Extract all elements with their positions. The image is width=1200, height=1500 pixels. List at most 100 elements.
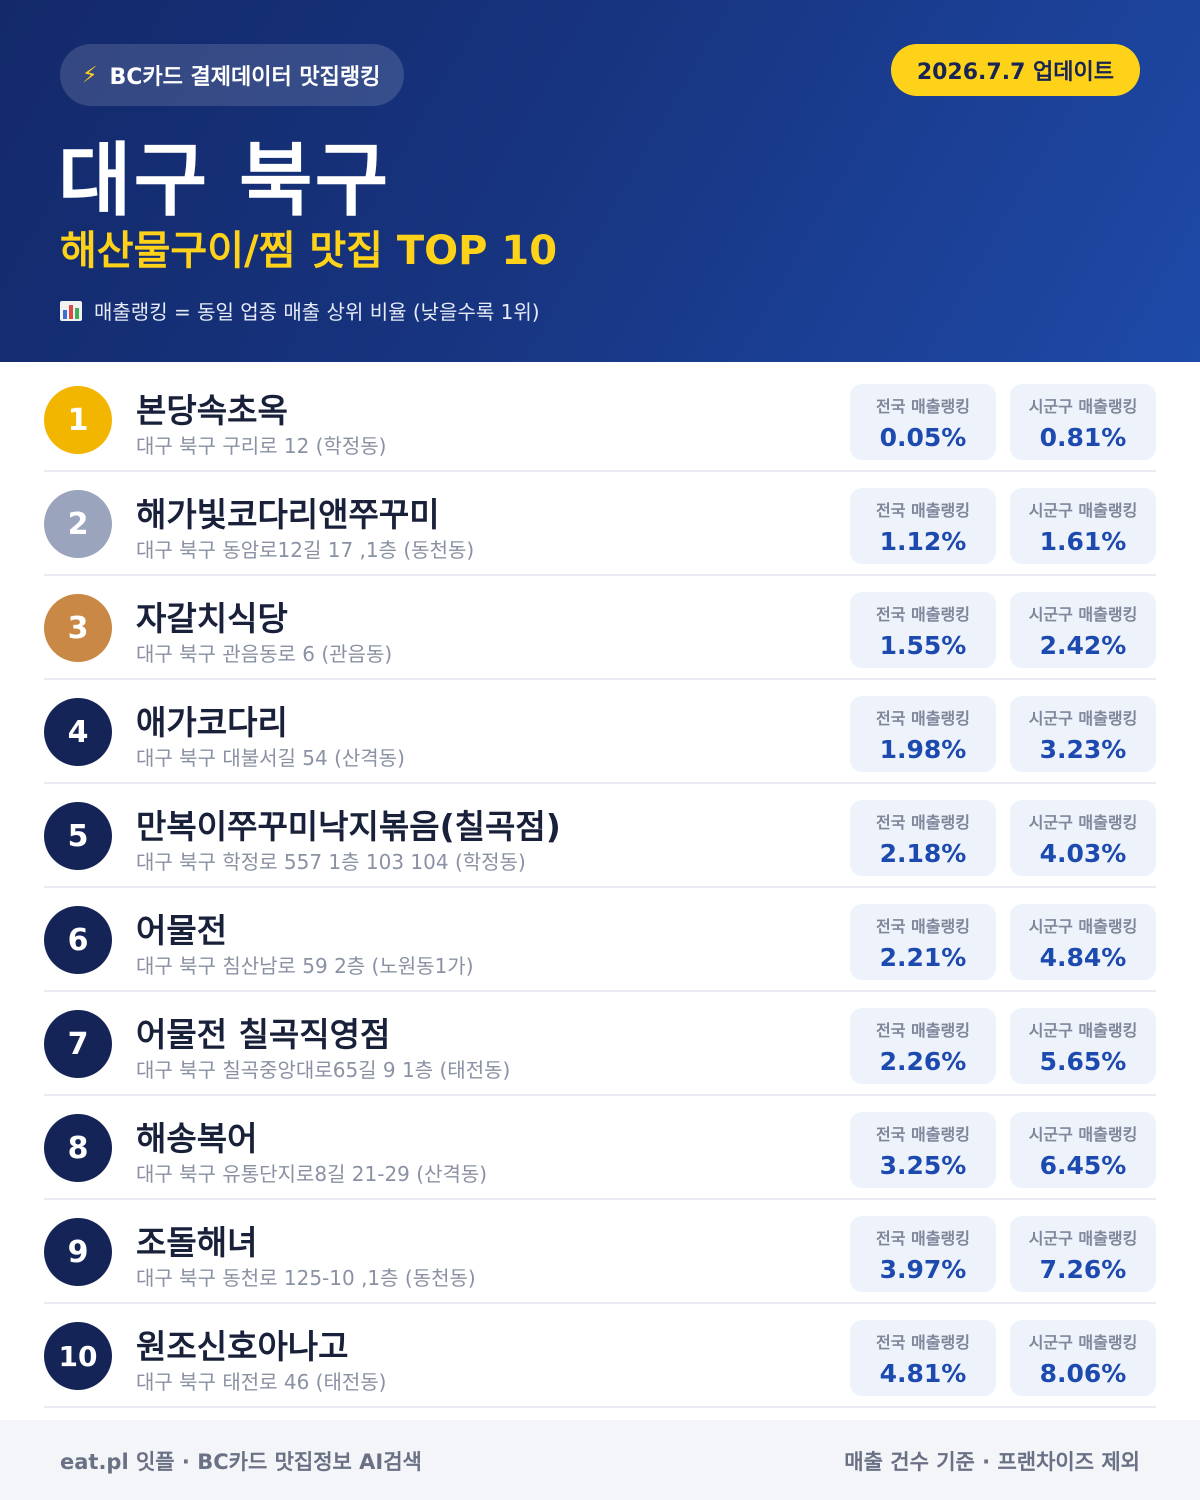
restaurant-name: 애가코다리 [136,703,288,742]
national-ranking-value: 0.05% [879,423,967,452]
restaurant-address: 대구 북구 대불서길 54 (산격동) [136,746,405,770]
national-ranking-card: 전국 매출랭킹 1.12% [850,488,996,564]
restaurant-ranking-list: 1 본당속초옥 대구 북구 구리로 12 (학정동) 전국 매출랭킹 0.05% 시군구 … [44,368,1156,1408]
national-ranking-card: 전국 매출랭킹 4.81% [850,1320,996,1396]
restaurant-address: 대구 북구 칠곡중앙대로65길 9 1층 (태전동) [136,1058,511,1082]
restaurant-row[interactable]: 3 자갈치식당 대구 북구 관음동로 6 (관음동) 전국 매출랭킹 1.55% 시군구 … [44,576,1156,680]
restaurant-address: 대구 북구 침산남로 59 2층 (노원동1가) [136,954,474,978]
national-ranking-label: 전국 매출랭킹 [876,917,970,936]
restaurant-row[interactable]: 5 만복이쭈꾸미낙지볶음(칠곡점) 대구 북구 학정로 557 1층 103 104… [44,784,1156,888]
national-ranking-value: 4.81% [879,1359,967,1388]
footer-criteria: 매출 건수 기준 · 프랜차이즈 제외 [844,1450,1140,1474]
footer: eat.pl 잇플 · BC카드 맛집정보 AI검색 매출 건수 기준 · 프랜… [0,1420,1200,1500]
local-ranking-value: 4.84% [1039,943,1127,972]
local-ranking-value: 8.06% [1039,1359,1127,1388]
local-ranking-card: 시군구 매출랭킹 3.23% [1010,696,1156,772]
rank-badge: 3 [44,594,112,662]
national-ranking-card: 전국 매출랭킹 3.25% [850,1112,996,1188]
national-ranking-value: 2.21% [879,943,967,972]
local-ranking-card: 시군구 매출랭킹 0.81% [1010,384,1156,460]
national-ranking-card: 전국 매출랭킹 2.18% [850,800,996,876]
lightning-bolt-icon: ⚡ [82,62,98,88]
national-ranking-card: 전국 매출랭킹 1.98% [850,696,996,772]
local-ranking-label: 시군구 매출랭킹 [1028,1333,1138,1352]
national-ranking-value: 2.26% [879,1047,967,1076]
national-ranking-label: 전국 매출랭킹 [876,1021,970,1040]
restaurant-name: 해가빛코다리앤쭈꾸미 [136,495,440,534]
national-ranking-card: 전국 매출랭킹 1.55% [850,592,996,668]
national-ranking-value: 1.98% [879,735,967,764]
restaurant-address: 대구 북구 학정로 557 1층 103 104 (학정동) [136,850,526,874]
region-title: 대구 북구 [58,134,391,227]
local-ranking-value: 4.03% [1039,839,1127,868]
local-ranking-value: 7.26% [1039,1255,1127,1284]
category-title: 해산물구이/찜 맛집 TOP 10 [60,228,558,274]
national-ranking-card: 전국 매출랭킹 3.97% [850,1216,996,1292]
local-ranking-value: 0.81% [1039,423,1127,452]
footer-source: eat.pl 잇플 · BC카드 맛집정보 AI검색 [60,1450,422,1474]
rank-badge: 9 [44,1218,112,1286]
local-ranking-card: 시군구 매출랭킹 4.03% [1010,800,1156,876]
rank-badge: 5 [44,802,112,870]
national-ranking-value: 1.55% [879,631,967,660]
local-ranking-card: 시군구 매출랭킹 1.61% [1010,488,1156,564]
rank-badge: 10 [44,1322,112,1390]
local-ranking-label: 시군구 매출랭킹 [1028,1229,1138,1248]
rank-badge: 2 [44,490,112,558]
header-banner: ⚡ BC카드 결제데이터 맛집랭킹 2026.7.7 업데이트 대구 북구 해산… [0,0,1200,362]
restaurant-row[interactable]: 8 해송복어 대구 북구 유통단지로8길 21-29 (산격동) 전국 매출랭킹 3.2… [44,1096,1156,1200]
local-ranking-value: 5.65% [1039,1047,1127,1076]
national-ranking-label: 전국 매출랭킹 [876,501,970,520]
ranking-legend: 매출랭킹 = 동일 업종 매출 상위 비율 (낮을수록 1위) [60,296,540,325]
restaurant-address: 대구 북구 관음동로 6 (관음동) [136,642,393,666]
national-ranking-label: 전국 매출랭킹 [876,1229,970,1248]
local-ranking-card: 시군구 매출랭킹 5.65% [1010,1008,1156,1084]
restaurant-name: 원조신호아나고 [136,1327,349,1366]
national-ranking-label: 전국 매출랭킹 [876,1125,970,1144]
local-ranking-value: 3.23% [1039,735,1127,764]
national-ranking-card: 전국 매출랭킹 0.05% [850,384,996,460]
restaurant-name: 만복이쭈꾸미낙지볶음(칠곡점) [136,807,561,846]
national-ranking-label: 전국 매출랭킹 [876,709,970,728]
local-ranking-label: 시군구 매출랭킹 [1028,501,1138,520]
rank-badge: 6 [44,906,112,974]
restaurant-row[interactable]: 1 본당속초옥 대구 북구 구리로 12 (학정동) 전국 매출랭킹 0.05% 시군구 … [44,368,1156,472]
restaurant-name: 어물전 칠곡직영점 [136,1015,391,1054]
national-ranking-value: 3.97% [879,1255,967,1284]
national-ranking-value: 2.18% [879,839,967,868]
restaurant-name: 자갈치식당 [136,599,288,638]
local-ranking-label: 시군구 매출랭킹 [1028,813,1138,832]
rank-badge: 4 [44,698,112,766]
restaurant-row[interactable]: 9 조돌해녀 대구 북구 동천로 125-10 ,1층 (동천동) 전국 매출랭킹 3.… [44,1200,1156,1304]
restaurant-row[interactable]: 6 어물전 대구 북구 침산남로 59 2층 (노원동1가) 전국 매출랭킹 2.21%… [44,888,1156,992]
local-ranking-label: 시군구 매출랭킹 [1028,709,1138,728]
local-ranking-card: 시군구 매출랭킹 7.26% [1010,1216,1156,1292]
restaurant-name: 조돌해녀 [136,1223,258,1262]
local-ranking-value: 6.45% [1039,1151,1127,1180]
local-ranking-label: 시군구 매출랭킹 [1028,1021,1138,1040]
national-ranking-label: 전국 매출랭킹 [876,397,970,416]
local-ranking-label: 시군구 매출랭킹 [1028,397,1138,416]
restaurant-address: 대구 북구 구리로 12 (학정동) [136,434,387,458]
restaurant-address: 대구 북구 태전로 46 (태전동) [136,1370,387,1394]
rank-badge: 7 [44,1010,112,1078]
ranking-legend-text: 매출랭킹 = 동일 업종 매출 상위 비율 (낮을수록 1위) [94,300,540,324]
national-ranking-label: 전국 매출랭킹 [876,813,970,832]
source-badge: ⚡ BC카드 결제데이터 맛집랭킹 [60,44,405,106]
local-ranking-card: 시군구 매출랭킹 4.84% [1010,904,1156,980]
local-ranking-label: 시군구 매출랭킹 [1028,917,1138,936]
restaurant-address: 대구 북구 동암로12길 17 ,1층 (동천동) [136,538,475,562]
national-ranking-value: 1.12% [879,527,967,556]
restaurant-name: 해송복어 [136,1119,258,1158]
local-ranking-value: 2.42% [1039,631,1127,660]
rank-badge: 8 [44,1114,112,1182]
national-ranking-card: 전국 매출랭킹 2.21% [850,904,996,980]
local-ranking-card: 시군구 매출랭킹 6.45% [1010,1112,1156,1188]
national-ranking-label: 전국 매출랭킹 [876,1333,970,1352]
restaurant-name: 본당속초옥 [136,391,288,430]
bar-chart-icon [60,300,82,321]
